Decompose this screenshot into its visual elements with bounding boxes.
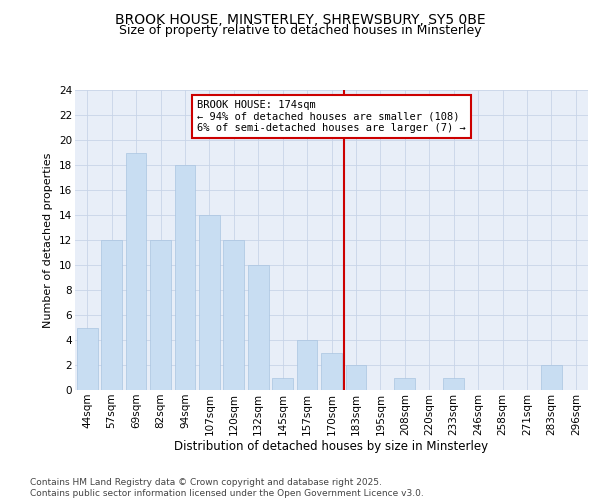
Text: BROOK HOUSE: 174sqm
← 94% of detached houses are smaller (108)
6% of semi-detach: BROOK HOUSE: 174sqm ← 94% of detached ho… [197,100,466,133]
Bar [175,165,196,390]
Bar [223,240,244,390]
Text: Size of property relative to detached houses in Minsterley: Size of property relative to detached ho… [119,24,481,37]
X-axis label: Distribution of detached houses by size in Minsterley: Distribution of detached houses by size … [175,440,488,454]
Bar [248,265,269,390]
Bar [394,378,415,390]
Bar [150,240,171,390]
Text: BROOK HOUSE, MINSTERLEY, SHREWSBURY, SY5 0BE: BROOK HOUSE, MINSTERLEY, SHREWSBURY, SY5… [115,12,485,26]
Bar [346,365,367,390]
Y-axis label: Number of detached properties: Number of detached properties [43,152,53,328]
Bar [125,152,146,390]
Bar [272,378,293,390]
Bar [199,215,220,390]
Bar [296,340,317,390]
Bar [443,378,464,390]
Bar [101,240,122,390]
Bar [321,352,342,390]
Bar [77,328,98,390]
Bar [541,365,562,390]
Text: Contains HM Land Registry data © Crown copyright and database right 2025.
Contai: Contains HM Land Registry data © Crown c… [30,478,424,498]
